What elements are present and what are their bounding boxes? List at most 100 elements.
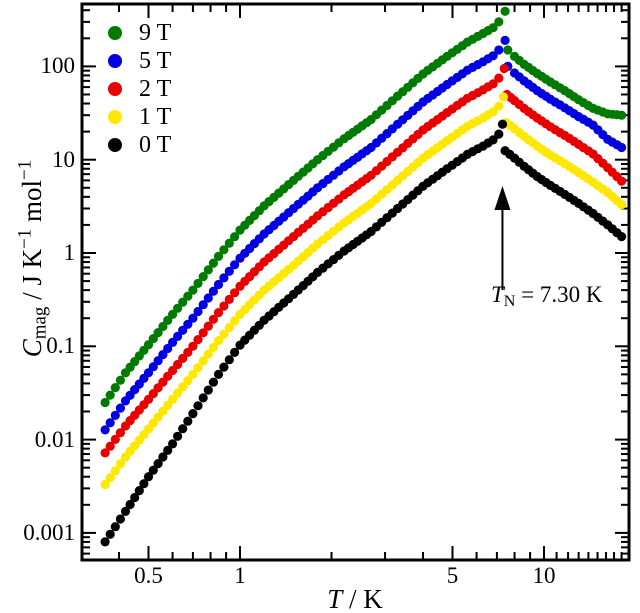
- data-point: [158, 452, 168, 462]
- data-point: [494, 17, 504, 27]
- data-point: [213, 369, 224, 379]
- legend-item-9T: 9 T: [108, 19, 171, 47]
- series-0T: [100, 119, 627, 547]
- data-point: [105, 418, 115, 428]
- data-point: [500, 35, 510, 46]
- data-point: [168, 394, 178, 404]
- data-point: [224, 238, 234, 248]
- data-point: [110, 522, 120, 532]
- data-point: [488, 135, 498, 145]
- data-point: [120, 506, 131, 516]
- data-point: [115, 375, 125, 385]
- data-point: [178, 382, 188, 392]
- data-point: [173, 359, 183, 370]
- data-point: [208, 377, 218, 387]
- data-point: [183, 416, 193, 426]
- data-point: [503, 45, 513, 55]
- neel-temperature-annotation: TN = 7.30 K: [491, 282, 603, 311]
- data-point: [178, 325, 188, 335]
- plot-frame: [80, 2, 631, 562]
- data-point: [497, 119, 508, 129]
- y-tick-label-0.01: 0.01: [34, 426, 75, 452]
- data-point: [488, 51, 498, 61]
- legend-item-0T: 0 T: [108, 131, 171, 159]
- data-point: [208, 342, 218, 352]
- x-tick-label-1: 1: [234, 563, 246, 588]
- data-point: [188, 341, 198, 351]
- data-point: [224, 266, 234, 276]
- data-point: [178, 353, 188, 363]
- data-point: [219, 362, 229, 372]
- data-point: [115, 428, 125, 438]
- legend-label: 9 T: [139, 19, 172, 46]
- data-point: [188, 369, 198, 379]
- data-point: [198, 272, 208, 282]
- data-point: [115, 514, 125, 524]
- data-point: [178, 297, 188, 307]
- data-point: [193, 306, 203, 317]
- data-point: [208, 258, 218, 268]
- data-point: [193, 335, 203, 345]
- legend-marker-icon: [108, 82, 122, 96]
- data-point: [219, 245, 229, 255]
- x-tick-label-10: 10: [532, 563, 556, 588]
- data-point: [183, 347, 193, 357]
- legend-marker-icon: [108, 26, 122, 40]
- data-point: [163, 445, 173, 455]
- data-point: [203, 265, 213, 275]
- data-point: [230, 347, 240, 357]
- data-point: [230, 288, 240, 298]
- data-point: [115, 459, 125, 469]
- data-point: [230, 316, 240, 326]
- tn-arrow: [494, 186, 511, 290]
- data-point: [110, 466, 120, 476]
- y-tick-label-10: 10: [52, 146, 75, 172]
- y-axis-title: Cmag / J K−1 mol−1: [14, 159, 51, 358]
- legend-label: 2 T: [139, 75, 172, 102]
- data-point: [139, 479, 149, 489]
- legend-item-2T: 2 T: [108, 75, 171, 103]
- data-point: [230, 260, 240, 270]
- data-point: [219, 329, 229, 339]
- y-tick-label-0.1: 0.1: [46, 333, 75, 359]
- legend-marker-icon: [108, 138, 122, 152]
- data-point: [110, 383, 120, 393]
- data-point: [219, 273, 229, 283]
- data-point: [224, 355, 234, 365]
- data-point: [494, 45, 504, 55]
- data-point: [183, 376, 193, 386]
- x-tick-label-0.5: 0.5: [134, 563, 163, 588]
- data-point: [130, 492, 140, 503]
- data-point: [213, 251, 224, 261]
- series-1T: [100, 92, 627, 490]
- legend-label: 0 T: [139, 131, 172, 158]
- series-9T: [100, 6, 627, 408]
- data-point: [173, 331, 183, 341]
- data-point: [224, 294, 234, 304]
- data-point: [488, 107, 498, 117]
- legend-label: 1 T: [139, 103, 172, 130]
- data-point: [494, 73, 504, 83]
- data-point: [198, 328, 208, 338]
- data-point: [188, 285, 198, 295]
- data-point: [173, 303, 183, 313]
- series-5T: [100, 35, 627, 435]
- x-axis-title: T / K: [327, 584, 383, 613]
- data-point: [188, 313, 198, 323]
- data-point: [213, 279, 224, 290]
- data-point: [213, 336, 224, 346]
- data-point: [168, 439, 178, 449]
- data-point: [203, 385, 213, 395]
- legend-item-5T: 5 T: [108, 47, 171, 75]
- data-point: [219, 301, 229, 311]
- series-2T: [100, 63, 627, 458]
- data-point: [617, 110, 627, 120]
- data-point: [208, 314, 218, 324]
- data-point: [100, 479, 110, 490]
- data-point: [499, 63, 509, 74]
- legend-item-1T: 1 T: [108, 103, 171, 131]
- data-point: [100, 397, 110, 408]
- data-point: [125, 499, 135, 510]
- y-tick-label-100: 100: [40, 53, 76, 79]
- data-point: [198, 356, 208, 366]
